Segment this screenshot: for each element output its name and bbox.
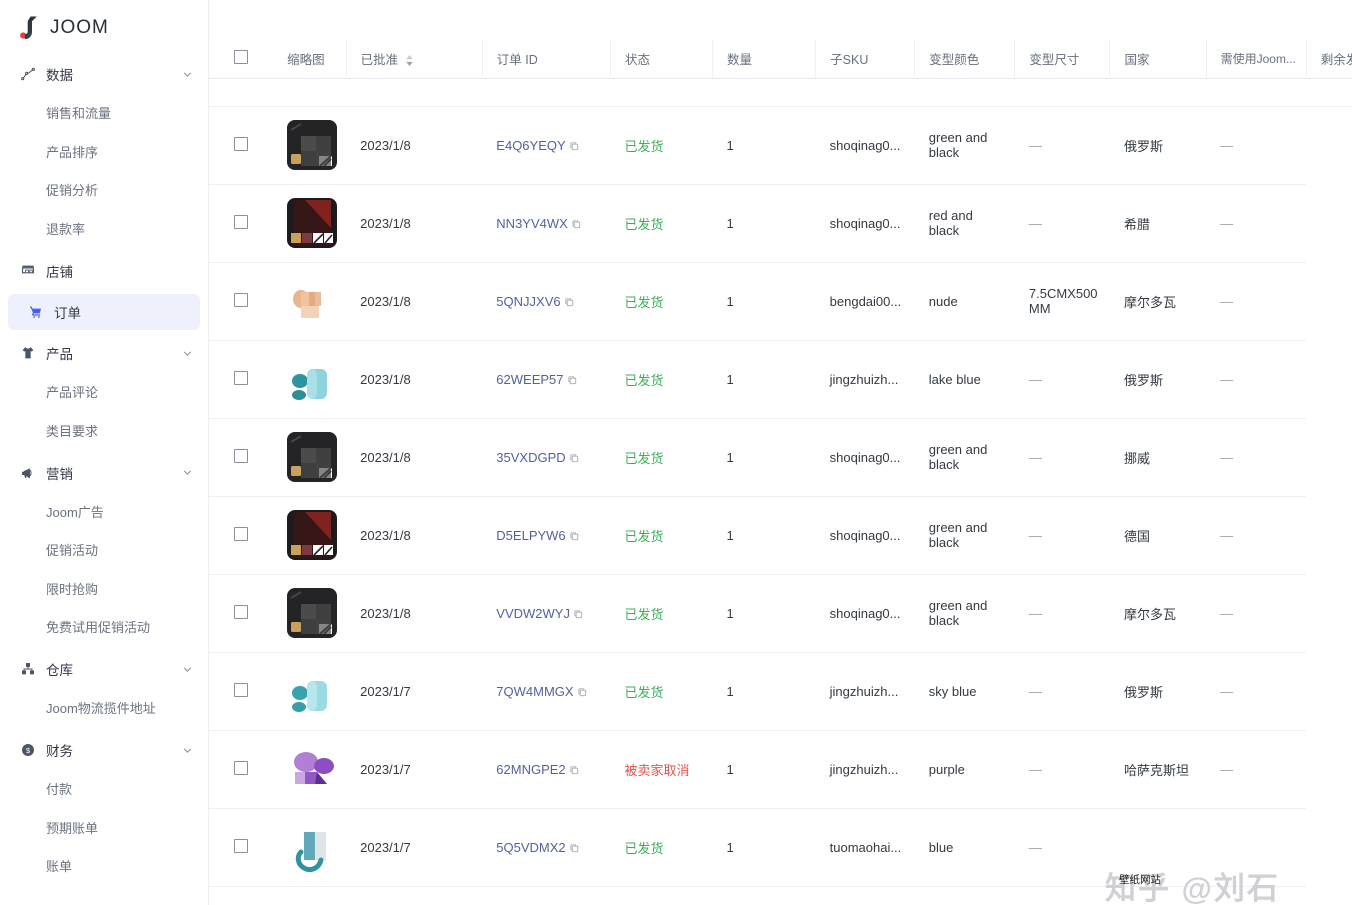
svg-text:$: $ (26, 746, 30, 755)
